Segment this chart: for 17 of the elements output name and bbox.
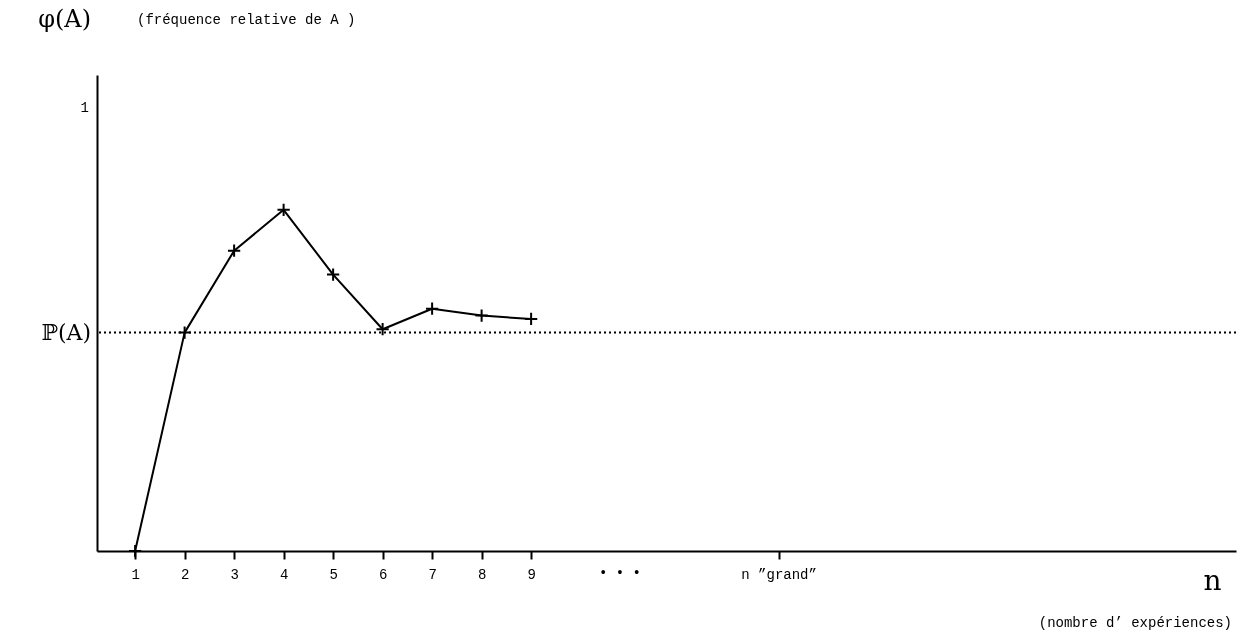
x-tick-label: 8: [477, 566, 487, 583]
x-tick-label: 7: [428, 566, 437, 583]
text: 1: [80, 100, 89, 116]
x-tick-label: 9: [527, 566, 536, 583]
text: φ(A): [38, 5, 91, 33]
x-tick-label: 6: [378, 566, 388, 583]
x-axis-title: n: [1203, 563, 1222, 597]
x-tick-label: n ”grand”: [741, 566, 817, 583]
x-tick-label: 1: [131, 566, 140, 583]
x-tick-label: 4: [279, 566, 289, 583]
ref-line-label: ℙ(A): [41, 319, 91, 345]
text: (fréquence relative de A ): [137, 12, 356, 28]
text: (nombre d’ expériences): [1038, 615, 1232, 631]
x-tick-label: 5: [329, 566, 338, 583]
x-tick-label: 3: [230, 566, 239, 583]
text: • • •: [598, 565, 642, 581]
x-tick-label: 2: [180, 566, 190, 583]
